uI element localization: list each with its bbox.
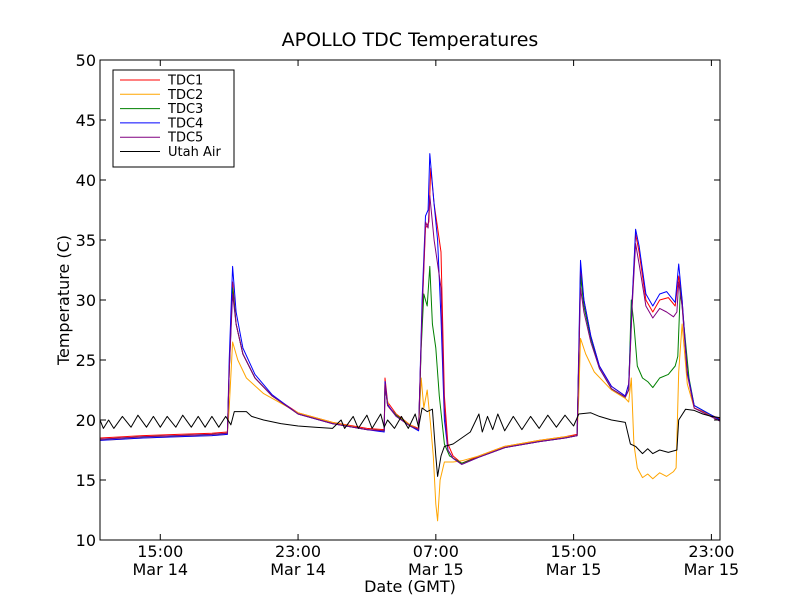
y-tick-label: 40 (76, 171, 96, 190)
x-tick-label-time: 15:00 (551, 542, 597, 561)
legend-label: TDC3 (167, 102, 203, 117)
chart-title: APOLLO TDC Temperatures (282, 29, 539, 51)
y-tick-label: 20 (76, 411, 96, 430)
x-tick-label-date: Mar 14 (132, 560, 188, 579)
legend-label: TDC4 (167, 116, 203, 131)
legend-label: Utah Air (168, 145, 221, 160)
x-tick-label-time: 23:00 (688, 542, 734, 561)
x-tick-label-date: Mar 15 (546, 560, 602, 579)
y-tick-label: 45 (76, 111, 96, 130)
x-tick-label-date: Mar 15 (408, 560, 464, 579)
series-line-tdc5 (100, 195, 720, 465)
x-axis-title: Date (GMT) (364, 577, 456, 596)
series-layer (100, 153, 720, 522)
legend-label: TDC5 (167, 131, 203, 146)
y-tick-label: 35 (76, 231, 96, 250)
y-tick-label: 25 (76, 351, 96, 370)
x-tick-label-date: Mar 14 (270, 560, 326, 579)
legend-box (112, 69, 235, 168)
series-line-utah-air (100, 407, 720, 477)
y-tick-label: 50 (76, 51, 96, 70)
y-axis-title: Temperature (C) (54, 235, 73, 366)
x-tick-label-time: 23:00 (275, 542, 321, 561)
y-tick-label: 10 (76, 531, 96, 550)
x-tick-label-time: 07:00 (413, 542, 459, 561)
y-tick-label: 15 (76, 471, 96, 490)
series-line-tdc2 (100, 323, 720, 522)
legend-label: TDC2 (167, 88, 203, 103)
x-tick-label-date: Mar 15 (684, 560, 740, 579)
y-tick-label: 30 (76, 291, 96, 310)
x-tick-label-time: 15:00 (137, 542, 183, 561)
legend-label: TDC1 (167, 74, 203, 89)
